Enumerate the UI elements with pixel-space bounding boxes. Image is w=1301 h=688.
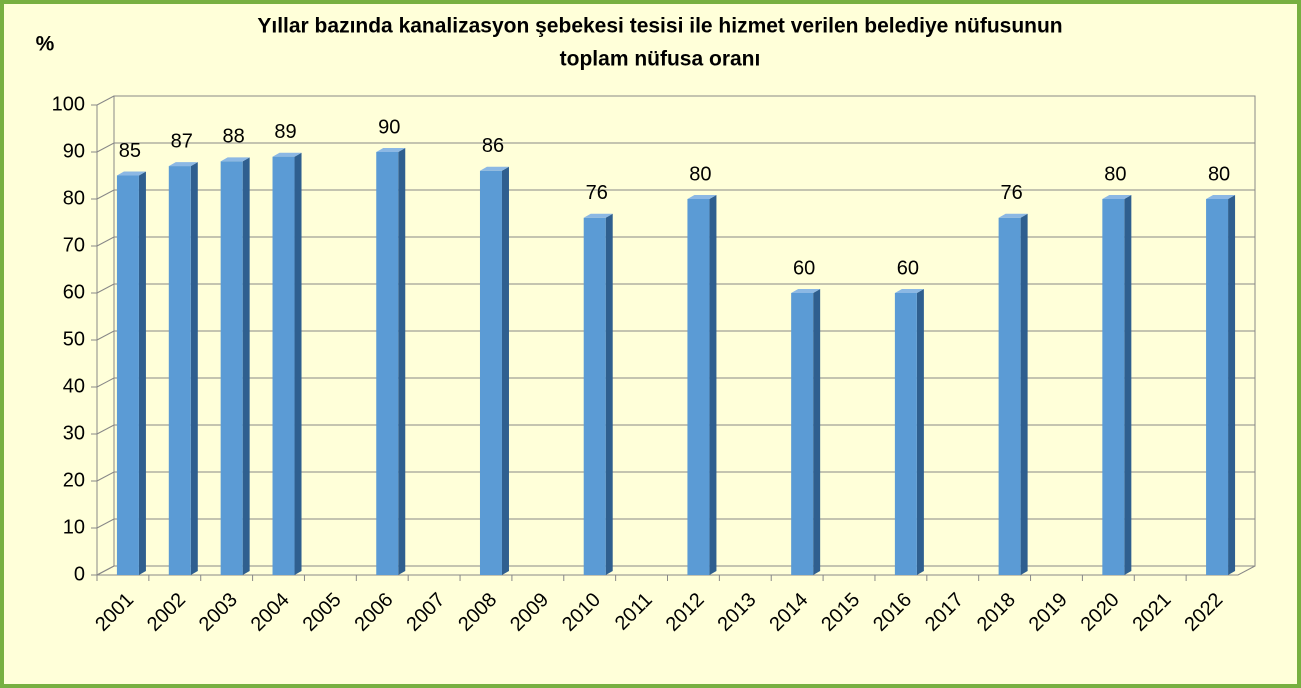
bar-side [398, 148, 406, 575]
bar-top [583, 213, 613, 218]
bar-top [791, 289, 821, 293]
bar-side [294, 152, 302, 575]
bar-side [1228, 195, 1236, 575]
grid-line [96, 95, 115, 106]
y-tick-label: 80 [63, 187, 85, 209]
bar [168, 166, 191, 575]
y-tick-label: 0 [74, 563, 85, 585]
y-tick-label: 20 [63, 469, 85, 491]
grid-line [96, 424, 115, 435]
bar-top [220, 157, 250, 162]
data-label: 89 [274, 121, 296, 143]
y-tick-label: 50 [63, 328, 85, 350]
data-label: 87 [171, 130, 193, 152]
data-label: 76 [1000, 182, 1022, 204]
bar-side [605, 213, 613, 576]
bar [479, 170, 502, 576]
data-label: 76 [586, 182, 608, 204]
y-tick-label: 90 [63, 140, 85, 162]
bar-side [242, 157, 250, 575]
bar-top [376, 148, 406, 152]
y-tick-label: 70 [63, 234, 85, 256]
bar-side [501, 166, 509, 576]
bar-side [1020, 213, 1028, 576]
bar-side [190, 162, 198, 575]
data-label: 86 [482, 135, 504, 157]
bar-top [1102, 195, 1132, 199]
data-label: 80 [689, 163, 711, 185]
bar [376, 152, 399, 575]
bar [791, 293, 814, 575]
y-tick-label: 100 [52, 93, 85, 115]
bar [116, 175, 139, 575]
data-label: 88 [223, 126, 245, 148]
bar-side [138, 171, 146, 575]
bar [583, 217, 606, 576]
grid-line [96, 565, 115, 576]
y-tick-label: 40 [63, 375, 85, 397]
grid-line [96, 518, 115, 529]
bar [272, 156, 295, 575]
bar-top [1206, 195, 1236, 199]
bar [220, 161, 243, 575]
bar-top [894, 289, 924, 293]
grid-line [96, 189, 115, 200]
bar-side [709, 195, 717, 575]
grid-line [96, 471, 115, 482]
grid-line [96, 283, 115, 294]
bar-top [168, 162, 198, 167]
bar-top [998, 213, 1028, 218]
data-label: 85 [119, 140, 141, 162]
grid-line [96, 330, 115, 341]
grid-line [96, 377, 115, 388]
y-tick-label: 60 [63, 281, 85, 303]
bar-side [1124, 195, 1132, 575]
grid-line [96, 142, 115, 153]
bar-side [813, 289, 821, 575]
grid-line [96, 236, 115, 247]
data-label: 60 [793, 257, 815, 279]
data-label: 90 [378, 116, 400, 138]
bar-top [272, 152, 302, 157]
bar [1102, 199, 1125, 575]
bar [998, 217, 1021, 576]
data-label: 80 [1104, 163, 1126, 185]
y-axis-label: % [36, 33, 55, 56]
bar-top [479, 166, 509, 171]
chart-title: toplam nüfusa oranı [560, 48, 761, 71]
data-label: 60 [897, 257, 919, 279]
bar [1206, 199, 1229, 575]
bar-top [687, 195, 717, 199]
y-tick-label: 10 [63, 516, 85, 538]
bar-side [916, 289, 924, 575]
bar [687, 199, 710, 575]
bar [894, 293, 917, 575]
y-tick-label: 30 [63, 422, 85, 444]
chart-title: Yıllar bazında kanalizasyon şebekesi tes… [257, 15, 1062, 38]
data-label: 80 [1208, 163, 1230, 185]
bar-top [116, 171, 146, 176]
